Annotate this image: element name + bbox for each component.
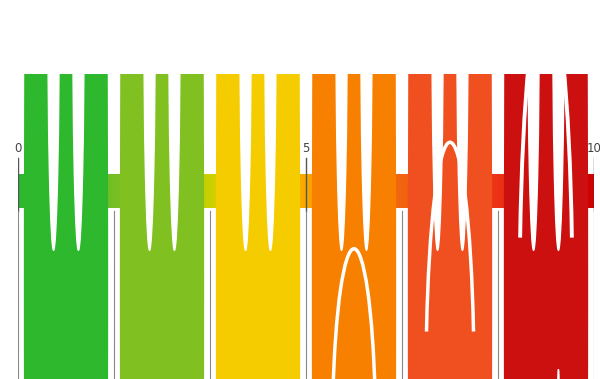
Text: 1: 1 [72,142,79,155]
Text: 4: 4 [245,142,252,155]
Text: Mild
Pain: Mild Pain [151,353,173,376]
Ellipse shape [313,0,395,379]
Ellipse shape [240,0,251,250]
Ellipse shape [557,370,560,379]
Ellipse shape [73,0,84,250]
Text: Moderate
Pain: Moderate Pain [232,353,284,376]
Text: 9: 9 [533,142,540,155]
Text: 3: 3 [187,142,194,155]
Text: 5: 5 [302,142,310,155]
Text: PAIN SCALE: PAIN SCALE [164,17,436,60]
Text: 10: 10 [587,142,600,155]
Text: No
Pain: No Pain [55,353,77,376]
Text: 8: 8 [475,142,482,155]
Ellipse shape [265,0,276,250]
Ellipse shape [144,0,155,250]
Ellipse shape [505,0,587,379]
Ellipse shape [553,0,564,250]
Text: 6: 6 [360,142,367,155]
Ellipse shape [432,0,443,250]
Text: 0: 0 [14,142,22,155]
Ellipse shape [336,0,347,250]
Ellipse shape [121,0,203,379]
Ellipse shape [217,0,299,379]
Ellipse shape [169,0,180,250]
Text: 2: 2 [130,142,137,155]
Ellipse shape [528,0,539,250]
Text: 7: 7 [418,142,425,155]
Ellipse shape [25,0,107,379]
Text: Worst Pain
Possible: Worst Pain Possible [517,353,575,376]
Text: Severe
Pain: Severe Pain [335,353,373,376]
Ellipse shape [48,0,59,250]
Ellipse shape [361,0,372,250]
Ellipse shape [457,0,468,250]
Ellipse shape [409,0,491,379]
Text: Very Severe
Pain: Very Severe Pain [417,353,483,376]
